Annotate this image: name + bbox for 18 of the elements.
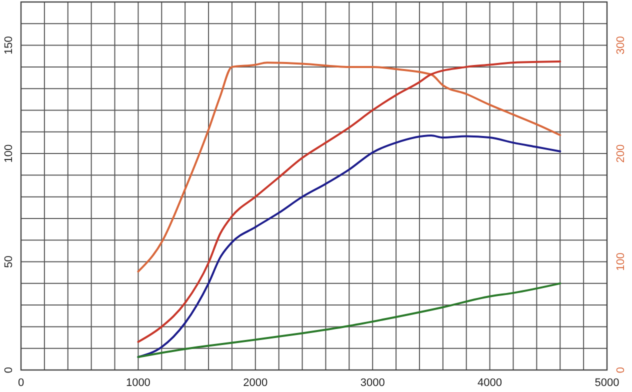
y2-tick-label: 200 xyxy=(615,144,627,163)
x-tick-label: 1000 xyxy=(126,377,150,389)
x-tick-label: 0 xyxy=(18,377,24,389)
y2-tick-label: 300 xyxy=(615,36,627,54)
x-tick-label: 2000 xyxy=(243,377,268,389)
y-tick-label: 100 xyxy=(3,144,15,163)
x-tick-label: 5000 xyxy=(594,377,620,389)
x-tick-label: 3000 xyxy=(360,377,385,389)
line-series xyxy=(137,62,562,273)
y-tick-label: 0 xyxy=(3,366,15,374)
x-tick-label: 4000 xyxy=(478,377,502,389)
y2-tick-label: 100 xyxy=(615,252,627,271)
y2-tick-label: 0 xyxy=(615,366,627,374)
line-series xyxy=(137,282,562,358)
y-tick-label: 50 xyxy=(3,256,15,268)
line-series xyxy=(137,134,562,358)
line-series xyxy=(137,60,562,343)
y-tick-label: 150 xyxy=(3,36,15,54)
